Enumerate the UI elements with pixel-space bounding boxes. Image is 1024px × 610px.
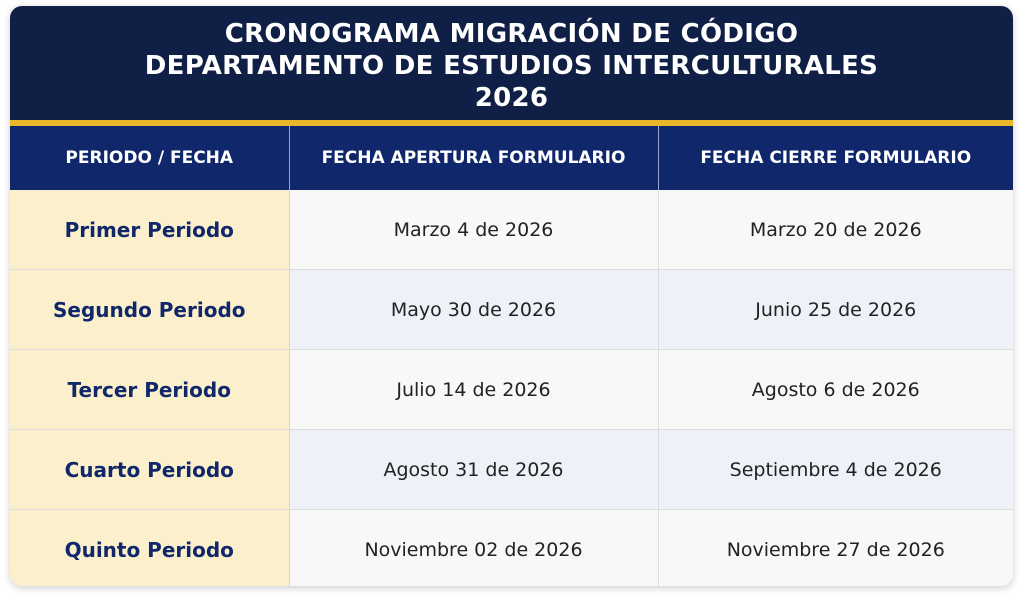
date-cell: Noviembre 27 de 2026 xyxy=(658,509,1013,586)
date-cell: Septiembre 4 de 2026 xyxy=(658,429,1013,510)
date-cell: Mayo 30 de 2026 xyxy=(289,269,659,350)
period-cell: Quinto Periodo xyxy=(10,509,290,586)
title-line: DEPARTAMENTO DE ESTUDIOS INTERCULTURALES xyxy=(144,51,879,81)
date-cell: Agosto 31 de 2026 xyxy=(289,429,659,510)
period-cell: Cuarto Periodo xyxy=(10,429,290,510)
table-row: Quinto Periodo Noviembre 02 de 2026 Noviem… xyxy=(10,509,1013,586)
header: CRONOGRAMA MIGRACIÓN DE CÓDIGO DEPARTAME… xyxy=(10,6,1013,126)
date-cell: Julio 14 de 2026 xyxy=(289,349,659,430)
date-cell: Marzo 20 de 2026 xyxy=(658,190,1013,270)
date-cell: Noviembre 02 de 2026 xyxy=(289,509,659,586)
schedule-table: PERIODO / FECHA FECHA APERTURA FORMULARIO… xyxy=(10,126,1013,586)
table-row: Primer Periodo Marzo 4 de 2026 Marzo 20 de… xyxy=(10,190,1013,270)
header-row: PERIODO / FECHA FECHA APERTURA FORMULARIO… xyxy=(10,126,1013,190)
column-header: PERIODO / FECHA xyxy=(10,126,290,190)
period-cell: Primer Periodo xyxy=(10,190,290,270)
table-body: Primer Periodo Marzo 4 de 2026 Marzo 20 de… xyxy=(10,190,1013,586)
table-row: Tercer Periodo Julio 14 de 2026 Agosto 6 d… xyxy=(10,349,1013,430)
title-line: 2026 xyxy=(474,83,549,113)
title-line: CRONOGRAMA MIGRACIÓN DE CÓDIGO xyxy=(224,19,799,49)
table-row: Cuarto Periodo Agosto 31 de 2026 Septiembr… xyxy=(10,429,1013,510)
date-cell: Agosto 6 de 2026 xyxy=(658,349,1013,430)
period-cell: Segundo Periodo xyxy=(10,269,290,350)
column-header: FECHA CIERRE FORMULARIO xyxy=(658,126,1013,190)
date-cell: Junio 25 de 2026 xyxy=(658,269,1013,350)
period-cell: Tercer Periodo xyxy=(10,349,290,430)
schedule-card: CRONOGRAMA MIGRACIÓN DE CÓDIGO DEPARTAME… xyxy=(10,6,1013,586)
table-row: Segundo Periodo Mayo 30 de 2026 Junio 25 d… xyxy=(10,269,1013,350)
column-header: FECHA APERTURA FORMULARIO xyxy=(289,126,659,190)
date-cell: Marzo 4 de 2026 xyxy=(289,190,659,270)
